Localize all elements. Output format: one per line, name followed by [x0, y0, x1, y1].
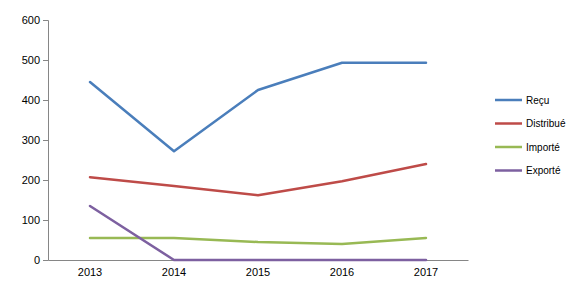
- x-tick-label: 2016: [330, 266, 354, 278]
- y-tick-mark: [43, 220, 48, 221]
- y-tick-label: 400: [22, 94, 40, 106]
- legend-key: [495, 169, 522, 172]
- legend-label: Distribué: [526, 118, 566, 129]
- y-tick-mark: [43, 20, 48, 21]
- y-tick-mark: [43, 60, 48, 61]
- y-tick: 200: [22, 174, 48, 186]
- y-tick: 600: [22, 14, 48, 26]
- y-tick: 100: [22, 214, 48, 226]
- x-tick: 2013: [78, 260, 102, 278]
- legend-key: [495, 146, 522, 149]
- legend-key: [495, 122, 522, 125]
- chart: 0 100 200 300 400 500 600 2013 2014 2015 2016 2017 R…: [0, 0, 575, 295]
- y-tick-label: 300: [22, 134, 40, 146]
- series-line: [90, 206, 426, 260]
- y-tick: 400: [22, 94, 48, 106]
- series-lines: [90, 63, 426, 260]
- x-tick-label: 2017: [414, 266, 438, 278]
- y-tick-label: 200: [22, 174, 40, 186]
- legend: Reçu Distribué Importé Exporté: [495, 95, 566, 177]
- y-axis: 0 100 200 300 400 500 600: [22, 14, 49, 266]
- y-axis-line: [43, 21, 49, 261]
- x-tick: 2014: [162, 260, 186, 278]
- y-tick-mark: [43, 260, 48, 261]
- y-tick-mark: [43, 180, 48, 181]
- legend-label: Exporté: [526, 165, 561, 176]
- y-tick-label: 0: [34, 254, 40, 266]
- y-tick-label: 500: [22, 54, 40, 66]
- y-tick-mark: [43, 100, 48, 101]
- y-tick: 0: [34, 254, 48, 266]
- y-tick-mark: [43, 140, 48, 141]
- y-tick: 500: [22, 54, 48, 66]
- plot: 0 100 200 300 400 500 600 2013 2014 2015 2016 2017: [22, 14, 469, 278]
- series-line: [90, 164, 426, 195]
- y-tick-label: 600: [22, 14, 40, 26]
- x-tick-label: 2013: [78, 266, 102, 278]
- x-axis: 2013 2014 2015 2016 2017: [49, 260, 469, 278]
- y-tick-label: 100: [22, 214, 40, 226]
- series-line: [90, 63, 426, 151]
- x-tick: 2017: [414, 260, 438, 278]
- legend-key: [495, 99, 522, 102]
- x-tick: 2016: [330, 260, 354, 278]
- x-tick-label: 2014: [162, 266, 186, 278]
- y-tick: 300: [22, 134, 48, 146]
- legend-label: Importé: [526, 142, 560, 153]
- x-tick: 2015: [246, 260, 270, 278]
- x-tick-label: 2015: [246, 266, 270, 278]
- legend-label: Reçu: [526, 95, 549, 106]
